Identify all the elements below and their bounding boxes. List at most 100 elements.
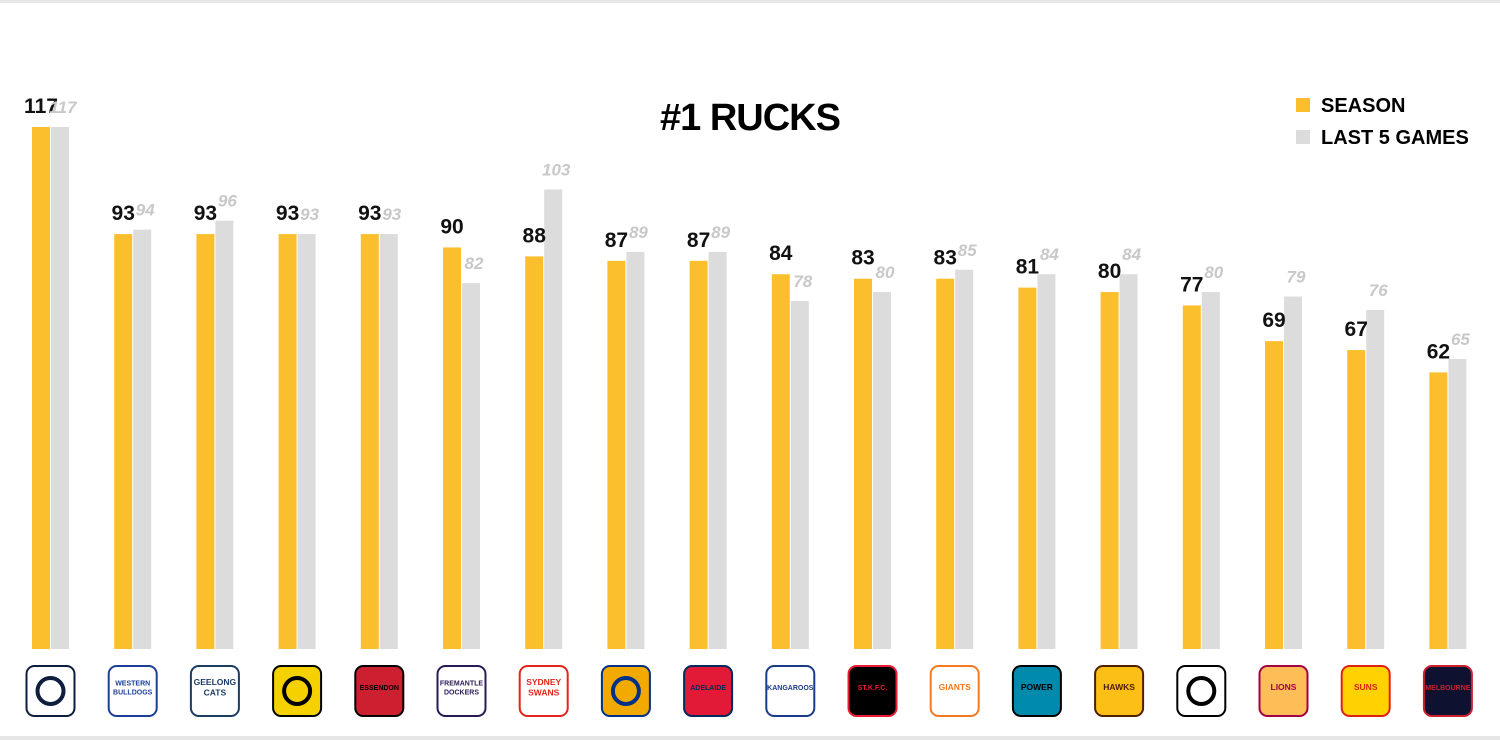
melbourne-logo-icon: MELBOURNE <box>1422 665 1473 717</box>
carlton-logo-icon <box>25 665 76 717</box>
bar-season-adelaide-crows <box>689 260 708 649</box>
bar-last-5-gold-coast-suns <box>1366 309 1385 649</box>
data-label-last-5-st-kilda: 80 <box>876 263 895 282</box>
port-adelaide-logo-icon: POWER <box>1011 665 1062 717</box>
collingwood-logo-icon <box>1176 665 1227 717</box>
data-label-season-kangaroos: 84 <box>769 242 793 265</box>
svg-text:BULLDOGS: BULLDOGS <box>113 690 153 697</box>
svg-text:ST.K.F.C.: ST.K.F.C. <box>858 685 888 692</box>
legend: SEASON LAST 5 GAMES <box>1296 95 1469 149</box>
svg-text:SUNS: SUNS <box>1354 682 1378 692</box>
bar-last-5-kangaroos <box>790 301 809 649</box>
bar-season-brisbane-lions <box>1265 341 1283 649</box>
bar-last-5-st-kilda <box>873 292 891 649</box>
bar-last-5-collingwood <box>1201 292 1220 649</box>
gws-logo-icon: GIANTS <box>929 665 980 717</box>
data-label-season-port-adelaide-power: 81 <box>1016 256 1040 279</box>
bar-last-5-fremantle-dockers <box>462 283 480 649</box>
bar-season-kangaroos <box>771 274 790 649</box>
bar-season-west-coast-eagles <box>607 260 626 649</box>
fremantle-logo-icon: FREMANTLE DOCKERS <box>436 665 487 717</box>
data-label-last-5-essendon: 93 <box>382 205 401 224</box>
svg-text:GEELONG: GEELONG <box>194 677 237 687</box>
svg-text:POWER: POWER <box>1021 682 1053 692</box>
data-label-last-5-west-coast-eagles: 89 <box>629 223 648 242</box>
data-label-season-geelong-cats: 93 <box>194 202 217 225</box>
data-label-season-gws-giants: 83 <box>934 247 957 270</box>
bar-last-5-port-adelaide-power <box>1037 274 1056 649</box>
data-label-last-5-hawks: 84 <box>1122 245 1141 264</box>
data-label-last-5-collingwood: 80 <box>1204 263 1223 282</box>
data-label-last-5-carlton: 117 <box>49 98 78 117</box>
data-label-last-5-sydney-swans: 103 <box>542 160 571 179</box>
bar-season-melbourne <box>1429 372 1448 649</box>
data-label-season-hawks: 80 <box>1098 260 1121 283</box>
data-label-season-gold-coast-suns: 67 <box>1345 318 1368 341</box>
bar-season-hawks <box>1100 292 1119 649</box>
hawthorn-logo-icon: HAWKS <box>1094 665 1145 717</box>
legend-swatch-last-5-games <box>1296 130 1310 144</box>
svg-text:HAWKS: HAWKS <box>1103 682 1135 692</box>
data-label-last-5-kangaroos: 78 <box>793 272 812 291</box>
western-bulldogs-logo-icon: WESTERN BULLDOGS <box>107 665 158 717</box>
bar-last-5-essendon <box>379 234 398 650</box>
north-melbourne-logo-icon: KANGAROOS <box>765 665 816 717</box>
gold-coast-logo-icon: SUNS <box>1340 665 1391 717</box>
data-label-season-sydney-swans: 88 <box>523 224 547 247</box>
legend-label-season: SEASON <box>1321 95 1405 117</box>
chart-title: #1 RUCKS <box>660 97 840 139</box>
legend-swatch-season <box>1296 98 1310 112</box>
adelaide-logo-icon: ADELAIDE <box>683 665 734 717</box>
svg-text:LIONS: LIONS <box>1271 682 1297 692</box>
data-label-last-5-richmond: 93 <box>300 205 319 224</box>
svg-text:SWANS: SWANS <box>528 687 560 697</box>
bar-last-5-adelaide-crows <box>708 251 727 649</box>
svg-text:KANGAROOS: KANGAROOS <box>767 685 814 692</box>
essendon-logo-icon: ESSENDON <box>354 665 405 717</box>
bar-last-5-melbourne <box>1448 359 1467 649</box>
data-label-season-western-bulldogs: 93 <box>112 202 135 225</box>
data-label-last-5-geelong-cats: 96 <box>218 192 237 211</box>
data-label-last-5-melbourne: 65 <box>1451 330 1470 349</box>
bar-last-5-sydney-swans <box>544 189 563 649</box>
data-label-season-melbourne: 62 <box>1427 340 1450 363</box>
svg-text:SYDNEY: SYDNEY <box>526 677 561 687</box>
bar-season-gws-giants <box>936 278 955 649</box>
data-label-season-carlton: 117 <box>24 95 58 118</box>
svg-text:DOCKERS: DOCKERS <box>444 690 479 697</box>
data-label-season-adelaide-crows: 87 <box>687 229 710 252</box>
svg-text:GIANTS: GIANTS <box>939 682 971 692</box>
bar-season-port-adelaide-power <box>1018 287 1037 649</box>
data-label-season-brisbane-lions: 69 <box>1262 309 1285 332</box>
bar-season-st-kilda <box>854 278 872 649</box>
data-label-last-5-western-bulldogs: 94 <box>136 201 155 220</box>
data-label-season-west-coast-eagles: 87 <box>605 229 628 252</box>
bar-last-5-carlton <box>51 127 69 649</box>
bar-season-richmond <box>278 234 297 650</box>
data-label-season-richmond: 93 <box>276 202 299 225</box>
west-coast-logo-icon <box>600 665 651 717</box>
bar-season-fremantle-dockers <box>443 247 461 649</box>
bar-season-collingwood <box>1182 305 1201 649</box>
data-label-last-5-fremantle-dockers: 82 <box>465 254 484 273</box>
bar-season-essendon <box>360 234 379 650</box>
data-label-season-st-kilda: 83 <box>851 247 874 270</box>
bar-last-5-gws-giants <box>955 269 974 649</box>
legend-label-last-5-games: LAST 5 GAMES <box>1321 127 1469 149</box>
bar-season-carlton <box>32 127 50 649</box>
svg-text:CATS: CATS <box>204 687 227 697</box>
bar-season-western-bulldogs <box>114 234 133 650</box>
bar-last-5-brisbane-lions <box>1284 296 1302 649</box>
svg-text:MELBOURNE: MELBOURNE <box>1425 685 1470 692</box>
richmond-logo-icon <box>272 665 323 717</box>
bar-season-gold-coast-suns <box>1347 350 1366 649</box>
bars-layer <box>32 127 1467 650</box>
svg-text:WESTERN: WESTERN <box>115 681 150 688</box>
bar-last-5-hawks <box>1119 274 1138 649</box>
st-kilda-logo-icon: ST.K.F.C. <box>847 665 898 717</box>
